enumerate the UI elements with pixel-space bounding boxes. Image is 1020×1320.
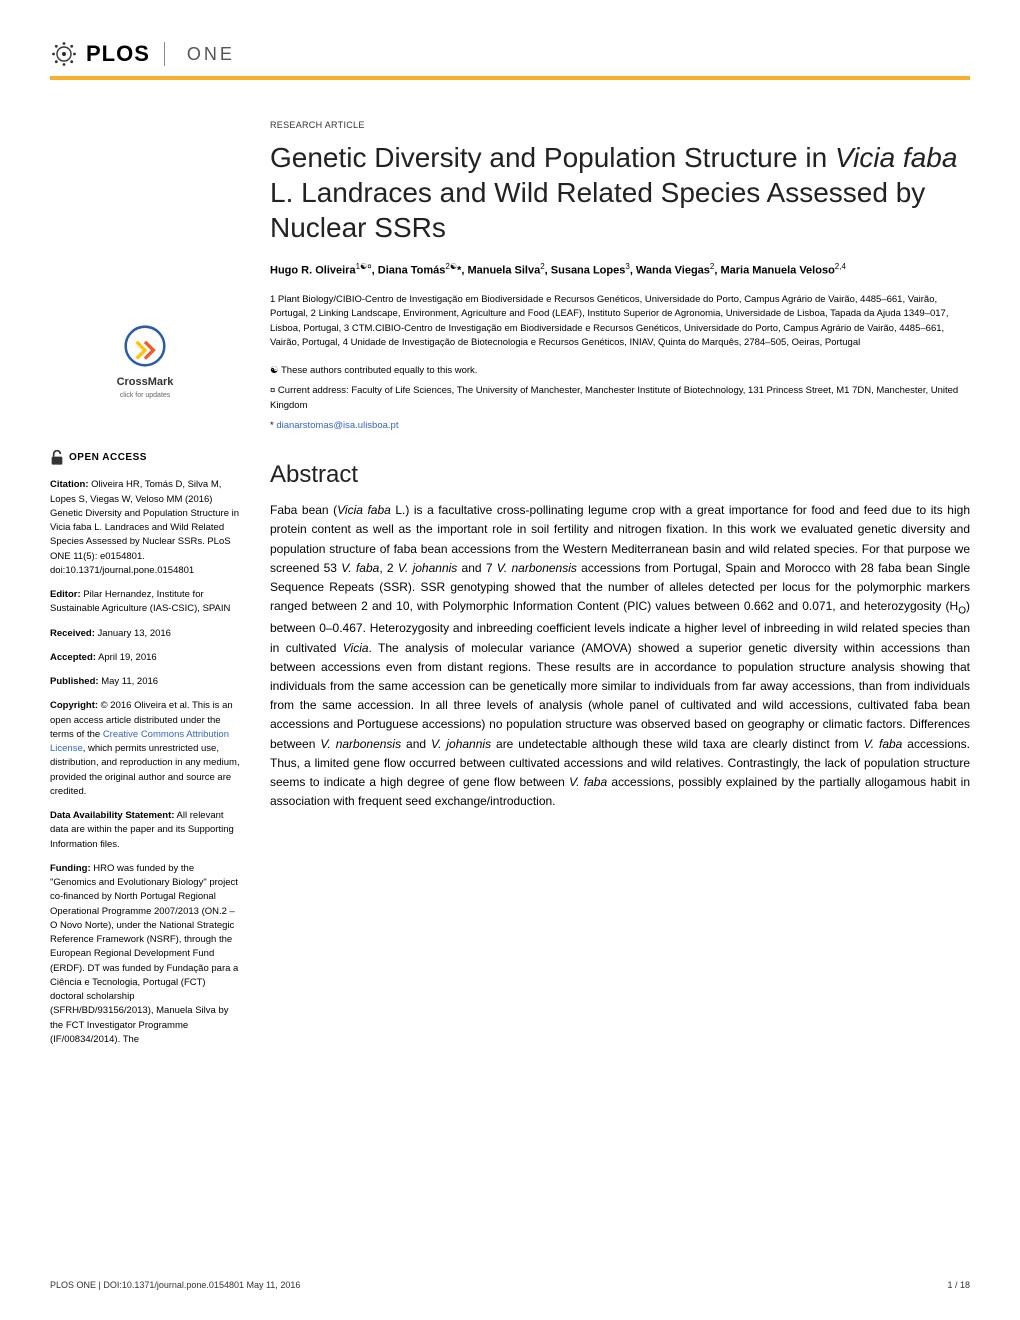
journal-subtitle: ONE — [187, 44, 235, 65]
citation-section: Citation: Oliveira HR, Tomás D, Silva M,… — [50, 478, 240, 578]
crossmark-icon — [124, 325, 166, 367]
published-section: Published: May 11, 2016 — [50, 675, 240, 689]
plos-icon — [50, 40, 78, 68]
funding-label: Funding: — [50, 863, 91, 874]
title-post: L. Landraces and Wild Related Species As… — [270, 177, 925, 243]
accepted-section: Accepted: April 19, 2016 — [50, 651, 240, 665]
open-lock-icon — [50, 450, 64, 466]
received-section: Received: January 13, 2016 — [50, 627, 240, 641]
article-type: RESEARCH ARTICLE — [270, 120, 970, 130]
open-access-badge: OPEN ACCESS — [50, 450, 240, 466]
footer-left: PLOS ONE | DOI:10.1371/journal.pone.0154… — [50, 1280, 300, 1290]
logo-divider — [164, 42, 165, 66]
data-label: Data Availability Statement: — [50, 810, 174, 821]
open-access-label: OPEN ACCESS — [69, 451, 147, 465]
plos-logo: PLOS ONE — [50, 40, 235, 68]
title-pre: Genetic Diversity and Population Structu… — [270, 142, 835, 173]
sidebar: CrossMark click for updates OPEN ACCESS … — [50, 120, 240, 1057]
crossmark-label: CrossMark — [50, 375, 240, 390]
affiliations: 1 Plant Biology/CIBIO-Centro de Investig… — [270, 293, 970, 350]
citation-label: Citation: — [50, 479, 89, 490]
current-address-note: ¤ Current address: Faculty of Life Scien… — [270, 384, 970, 413]
abstract-body: Faba bean (Vicia faba L.) is a facultati… — [270, 501, 970, 811]
equal-contrib-note: ☯ These authors contributed equally to t… — [270, 364, 970, 378]
crossmark-sublabel: click for updates — [50, 391, 240, 401]
journal-name: PLOS — [86, 41, 150, 67]
accepted-text: April 19, 2016 — [98, 652, 157, 663]
author-list: Hugo R. Oliveira1☯¤, Diana Tomás2☯*, Man… — [270, 261, 970, 279]
article-title: Genetic Diversity and Population Structu… — [270, 140, 970, 245]
page-footer: PLOS ONE | DOI:10.1371/journal.pone.0154… — [50, 1280, 970, 1290]
received-text: January 13, 2016 — [98, 628, 171, 639]
corresponding-email: * dianarstomas@isa.ulisboa.pt — [270, 419, 970, 433]
crossmark-widget[interactable]: CrossMark click for updates — [50, 325, 240, 400]
affiliations-text: 1 Plant Biology/CIBIO-Centro de Investig… — [270, 294, 948, 348]
email-link[interactable]: dianarstomas@isa.ulisboa.pt — [276, 420, 398, 431]
funding-text: HRO was funded by the "Genomics and Evol… — [50, 863, 238, 1045]
main-column: RESEARCH ARTICLE Genetic Diversity and P… — [270, 120, 970, 1057]
page-content: CrossMark click for updates OPEN ACCESS … — [50, 120, 970, 1057]
published-label: Published: — [50, 676, 99, 687]
accepted-label: Accepted: — [50, 652, 96, 663]
title-italic: Vicia faba — [835, 142, 957, 173]
editor-label: Editor: — [50, 589, 81, 600]
copyright-section: Copyright: © 2016 Oliveira et al. This i… — [50, 699, 240, 799]
published-text: May 11, 2016 — [101, 676, 158, 687]
abstract-heading: Abstract — [270, 461, 970, 489]
citation-text: Oliveira HR, Tomás D, Silva M, Lopes S, … — [50, 479, 239, 576]
data-availability-section: Data Availability Statement: All relevan… — [50, 809, 240, 852]
journal-header: PLOS ONE — [50, 40, 970, 68]
copyright-label: Copyright: — [50, 700, 98, 711]
editor-section: Editor: Pilar Hernandez, Institute for S… — [50, 588, 240, 617]
accent-bar — [50, 76, 970, 80]
received-label: Received: — [50, 628, 95, 639]
footer-right: 1 / 18 — [947, 1280, 970, 1290]
funding-section: Funding: HRO was funded by the "Genomics… — [50, 862, 240, 1047]
